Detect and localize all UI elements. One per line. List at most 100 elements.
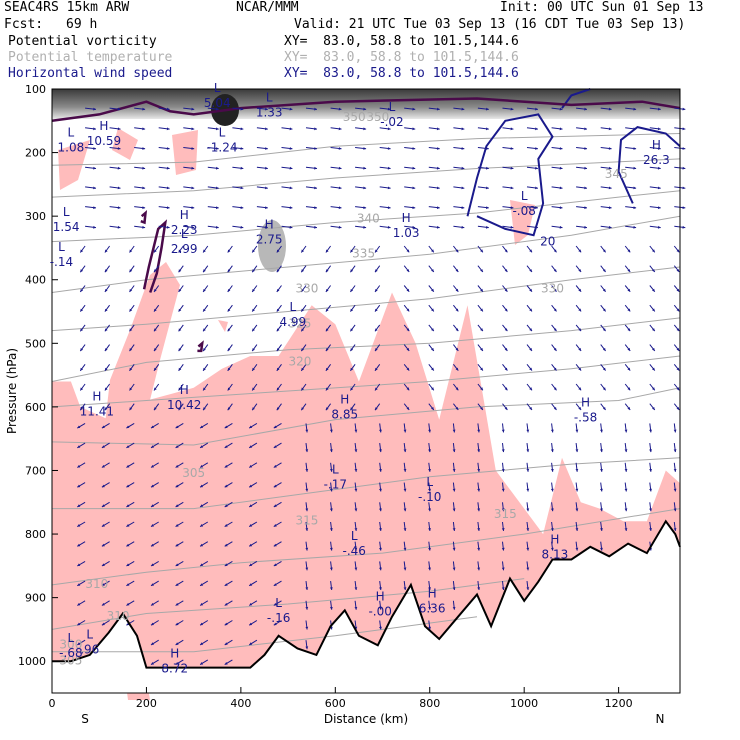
wind-vector-head bbox=[501, 547, 505, 551]
wind-vector-head bbox=[151, 642, 154, 645]
wind-vector-head bbox=[175, 642, 179, 645]
wind-vector-head bbox=[375, 289, 378, 292]
wind-vector-head bbox=[600, 488, 603, 492]
wind-vector-head bbox=[682, 127, 686, 131]
wind-vector-head bbox=[151, 622, 154, 626]
wind-vector-head bbox=[550, 469, 554, 472]
wind-vector-head bbox=[553, 407, 557, 410]
wind-vector-head bbox=[104, 387, 108, 391]
wind-vector-head bbox=[305, 449, 309, 453]
wind-vector-head bbox=[649, 429, 652, 433]
wind-vector-head bbox=[406, 328, 410, 332]
wind-vector-head bbox=[329, 607, 333, 610]
wind-vector-head bbox=[354, 449, 358, 453]
wind-vector-head bbox=[126, 543, 130, 547]
wind-vector-head bbox=[633, 225, 637, 229]
wind-vector-head bbox=[682, 186, 686, 190]
extremum-letter: L bbox=[63, 205, 70, 219]
wind-vector-head bbox=[529, 269, 532, 272]
wind-vector-head bbox=[403, 528, 407, 531]
wind-vector-head bbox=[455, 367, 459, 371]
wind-vector-head bbox=[608, 225, 612, 229]
wind-vector-head bbox=[529, 387, 532, 391]
wind-vector-head bbox=[363, 107, 367, 111]
wind-vector-head bbox=[559, 107, 563, 111]
wind-vector-head bbox=[224, 464, 228, 468]
extremum-letter: L bbox=[521, 189, 528, 203]
wind-vector-head bbox=[191, 206, 195, 210]
wind-vector-head bbox=[387, 186, 391, 190]
wind-vector-head bbox=[624, 469, 628, 472]
wind-vector-head bbox=[627, 249, 631, 253]
isentrope-line bbox=[52, 457, 681, 510]
wind-vector-head bbox=[428, 449, 431, 453]
wind-vector-head bbox=[227, 249, 231, 253]
wind-vector-head bbox=[526, 429, 530, 433]
wind-vector-head bbox=[578, 328, 582, 332]
wind-vector-head bbox=[224, 662, 228, 665]
wind-vector-head bbox=[325, 289, 329, 292]
wind-vector-head bbox=[216, 127, 219, 131]
wind-vector-head bbox=[142, 166, 146, 170]
wind-vector-head bbox=[101, 543, 105, 547]
isentrope-line bbox=[51, 317, 681, 382]
wind-vector-head bbox=[142, 107, 146, 111]
wind-vector-head bbox=[289, 147, 293, 150]
isentrope-label: 315 bbox=[296, 514, 319, 528]
wind-vector-head bbox=[93, 225, 96, 229]
y-tick-label: 200 bbox=[25, 147, 46, 160]
wind-vector-head bbox=[273, 602, 277, 606]
negative-pv-region bbox=[218, 320, 228, 332]
wind-vector-head bbox=[240, 186, 244, 190]
wind-vector-head bbox=[403, 488, 407, 492]
wind-vector-head bbox=[657, 225, 661, 229]
wind-vector-head bbox=[301, 289, 304, 292]
wind-vector-head bbox=[455, 288, 459, 292]
wind-vector-head bbox=[354, 607, 358, 610]
wind-vector-head bbox=[412, 186, 416, 190]
wind-vector-head bbox=[504, 328, 508, 332]
isentrope-label: 330 bbox=[541, 281, 564, 295]
wind-vector-head bbox=[329, 587, 333, 590]
wind-vector-head bbox=[406, 367, 410, 371]
wind-vector-head bbox=[452, 547, 456, 551]
wind-vector-head bbox=[428, 626, 431, 630]
y-tick-label: 500 bbox=[25, 337, 46, 350]
wind-vector-head bbox=[553, 269, 557, 272]
wind-vector-head bbox=[387, 225, 391, 229]
wind-vector-head bbox=[535, 225, 538, 229]
wind-vector-head bbox=[379, 508, 382, 512]
wind-vector-head bbox=[550, 429, 554, 433]
negative-pv-region bbox=[112, 128, 138, 160]
pv-contour bbox=[142, 219, 168, 293]
wind-vector-head bbox=[252, 249, 255, 253]
wind-vector-head bbox=[249, 425, 253, 429]
wind-vector-head bbox=[338, 147, 342, 150]
extremum-value: 2.99 bbox=[171, 242, 198, 256]
wind-vector-head bbox=[77, 602, 81, 606]
isentrope-label: 340 bbox=[357, 212, 380, 226]
wind-vector-head bbox=[406, 288, 410, 292]
wind-vector-head bbox=[175, 602, 179, 606]
wind-vector-head bbox=[504, 367, 508, 371]
wind-vector-head bbox=[529, 367, 532, 371]
wind-vector-head bbox=[461, 166, 465, 170]
extremum-value: 1.33 bbox=[256, 105, 283, 119]
wind-vector-head bbox=[379, 449, 382, 453]
wind-vector-head bbox=[129, 367, 133, 371]
wind-vector-head bbox=[455, 328, 459, 332]
wind-vector-head bbox=[77, 425, 81, 429]
wind-vector-head bbox=[602, 269, 606, 272]
extremum-value: 4.99 bbox=[279, 315, 306, 329]
wind-vector-head bbox=[412, 147, 416, 150]
extremum-value: 1.03 bbox=[393, 226, 420, 240]
wind-vector-head bbox=[431, 387, 434, 391]
wind-vector-head bbox=[510, 186, 514, 190]
wind-vector-head bbox=[633, 107, 637, 111]
wind-vector-head bbox=[452, 607, 456, 610]
isentrope-line bbox=[51, 158, 681, 198]
wind-vector-head bbox=[354, 469, 358, 472]
wind-vector-head bbox=[406, 407, 410, 410]
wind-vector-head bbox=[252, 387, 255, 391]
wind-vector-head bbox=[412, 225, 416, 229]
